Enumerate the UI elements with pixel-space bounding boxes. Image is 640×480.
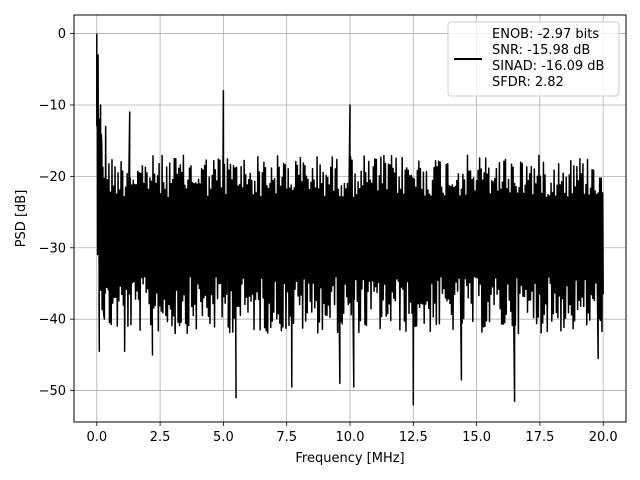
y-tick-label: −30 (39, 241, 66, 256)
legend-entry-sinad: SINAD: -16.09 dB (492, 59, 604, 74)
plot-area (96, 33, 604, 406)
y-tick-label: −20 (39, 170, 66, 185)
legend-entry-sfdr: SFDR: 2.82 (492, 75, 564, 90)
x-axis-label: Frequency [MHz] (295, 451, 404, 466)
y-tick-label: −50 (39, 384, 66, 399)
x-axis-ticks: 0.0 2.5 5.0 7.5 10.0 12.5 15.0 17.5 20.0 (86, 422, 618, 445)
x-tick-label: 2.5 (150, 430, 171, 445)
legend-entry-snr: SNR: -15.98 dB (492, 43, 590, 58)
y-axis-ticks: 0 −10 −20 −30 −40 −50 (39, 27, 74, 399)
y-tick-label: −40 (39, 313, 66, 328)
x-tick-label: 12.5 (399, 430, 428, 445)
y-tick-label: 0 (58, 27, 66, 42)
x-tick-label: 10.0 (336, 430, 365, 445)
x-tick-label: 15.0 (462, 430, 491, 445)
x-tick-label: 17.5 (525, 430, 554, 445)
x-tick-label: 5.0 (213, 430, 234, 445)
x-tick-label: 7.5 (276, 430, 297, 445)
psd-series-line (96, 33, 604, 406)
y-axis-label: PSD [dB] (14, 190, 29, 248)
legend-entry-enob: ENOB: -2.97 bits (492, 27, 599, 42)
x-tick-label: 0.0 (86, 430, 107, 445)
legend-box (447, 21, 620, 97)
x-tick-label: 20.0 (589, 430, 618, 445)
legend: ENOB: -2.97 bits SNR: -15.98 dB SINAD: -… (447, 21, 620, 97)
y-tick-label: −10 (39, 98, 66, 113)
